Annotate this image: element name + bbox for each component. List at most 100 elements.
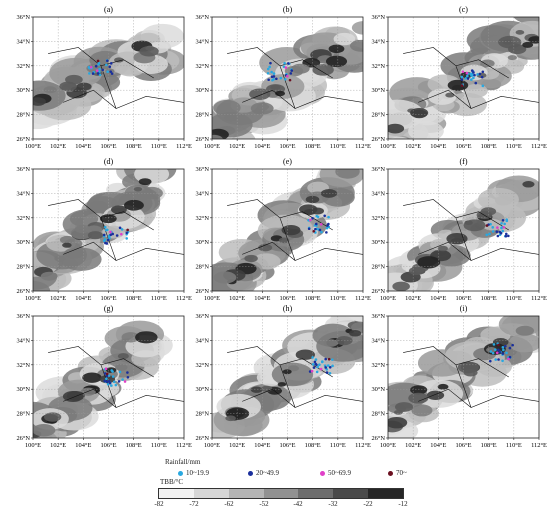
lat-tick-label: 36°N	[371, 166, 385, 173]
lat-tick-label: 26°N	[371, 136, 385, 143]
rainfall-legend-title: Rainfall/mm	[165, 458, 201, 466]
rainfall-class-3: 50~69.9	[320, 469, 351, 477]
lat-tick-label: 32°N	[195, 215, 209, 222]
lon-tick-label: 104°E	[75, 143, 91, 150]
lon-tick-label: 106°E	[455, 295, 471, 302]
lon-tick-label: 110°E	[506, 143, 522, 150]
panel-label: (i)	[460, 304, 468, 313]
map-panel: (c) 100°E 102°E 104°E 106°E 108°E 110°E 112°E 36…	[371, 5, 547, 150]
lat-tick-label: 36°N	[371, 313, 385, 320]
lon-tick-label: 112°E	[531, 143, 547, 150]
tbb-tick: -72	[189, 500, 199, 508]
tbb-tick: -12	[398, 500, 408, 508]
panel-label: (c)	[459, 5, 468, 14]
lat-tick-label: 32°N	[195, 63, 209, 70]
lon-tick-label: 104°E	[430, 442, 446, 449]
lat-tick-label: 26°N	[195, 288, 209, 295]
lon-tick-label: 102°E	[405, 143, 421, 150]
lon-tick-label: 104°E	[254, 143, 270, 150]
lon-tick-label: 106°E	[279, 143, 295, 150]
rainfall-class-3-dot	[320, 470, 325, 476]
lat-tick-label: 30°N	[371, 87, 385, 94]
tbb-legend-title: TBB/°C	[160, 478, 184, 486]
rainfall-class-1-label: 10~19.9	[186, 469, 210, 477]
lat-tick-label: 36°N	[371, 14, 385, 21]
lon-tick-label: 110°E	[151, 143, 167, 150]
lat-tick-label: 34°N	[371, 190, 385, 197]
map-panel-grid: (a) 100°E 102°E 104°E 106°E 108°E 110°E 112°E 36…	[16, 5, 547, 449]
map-panel: (h) 100°E 102°E 104°E 106°E 108°E 110°E 112°E 36…	[195, 304, 371, 449]
lat-tick-label: 34°N	[195, 337, 209, 344]
lon-tick-label: 104°E	[430, 143, 446, 150]
lat-tick-label: 32°N	[371, 215, 385, 222]
panel-label: (d)	[104, 157, 114, 166]
map-panel: (f) 100°E 102°E 104°E 106°E 108°E 110°E 112°E 36…	[371, 157, 547, 302]
lon-tick-label: 100°E	[25, 442, 41, 449]
lon-tick-label: 102°E	[50, 442, 66, 449]
lon-tick-label: 100°E	[204, 295, 220, 302]
lon-tick-label: 108°E	[305, 143, 321, 150]
rainfall-stations	[308, 356, 334, 375]
tbb-colorbar	[158, 488, 404, 499]
lat-tick-label: 34°N	[371, 38, 385, 45]
tbb-colorbar-segment-6	[333, 489, 369, 498]
cloud-tbb-field	[33, 169, 177, 291]
rainfall-class-4-dot	[388, 470, 393, 476]
lon-tick-label: 108°E	[481, 143, 497, 150]
lon-tick-label: 112°E	[176, 143, 192, 150]
lat-tick-label: 32°N	[16, 63, 30, 70]
province-boundary	[403, 346, 540, 408]
map-panel: (a) 100°E 102°E 104°E 106°E 108°E 110°E 112°E 36…	[16, 5, 192, 150]
lat-tick-label: 34°N	[195, 38, 209, 45]
lon-tick-label: 108°E	[126, 295, 142, 302]
tbb-colorbar-segment-3	[228, 489, 264, 498]
lat-tick-label: 32°N	[195, 362, 209, 369]
rainfall-class-1: 10~19.9	[178, 469, 209, 477]
cloud-tbb-field	[33, 320, 173, 438]
lon-tick-label: 100°E	[25, 143, 41, 150]
cloud-tbb-field	[212, 169, 363, 291]
lon-tick-label: 112°E	[531, 442, 547, 449]
lat-tick-label: 28°N	[16, 411, 30, 418]
lon-tick-label: 110°E	[506, 295, 522, 302]
lat-tick-label: 28°N	[195, 112, 209, 119]
lon-tick-label: 112°E	[355, 143, 371, 150]
province-boundary	[403, 199, 540, 261]
lat-tick-label: 30°N	[371, 386, 385, 393]
lon-tick-label: 112°E	[531, 295, 547, 302]
lon-tick-label: 108°E	[305, 295, 321, 302]
lon-tick-label: 106°E	[279, 295, 295, 302]
lon-tick-label: 108°E	[126, 143, 142, 150]
cloud-tbb-field	[388, 17, 539, 139]
tbb-colorbar-segment-1	[159, 489, 194, 498]
rainfall-stations	[485, 218, 510, 238]
lon-tick-label: 100°E	[25, 295, 41, 302]
lat-tick-label: 26°N	[371, 288, 385, 295]
rainfall-class-4: 70~	[388, 469, 407, 477]
lat-tick-label: 32°N	[16, 362, 30, 369]
map-panel: (b) 100°E 102°E 104°E 106°E 108°E 110°E 112°E 36…	[195, 5, 371, 150]
lon-tick-label: 102°E	[50, 143, 66, 150]
cloud-tbb-field	[388, 316, 539, 438]
lon-tick-label: 104°E	[75, 295, 91, 302]
tbb-tick: -52	[259, 500, 269, 508]
lat-tick-label: 30°N	[195, 87, 209, 94]
lon-tick-label: 110°E	[151, 442, 167, 449]
lon-tick-label: 100°E	[380, 143, 396, 150]
lon-tick-label: 102°E	[405, 442, 421, 449]
tbb-colorbar-segment-4	[263, 489, 299, 498]
rainfall-class-1-dot	[178, 470, 183, 476]
panel-label: (b)	[283, 5, 293, 14]
lat-tick-label: 32°N	[371, 63, 385, 70]
rainfall-stations	[102, 225, 130, 245]
lon-tick-label: 108°E	[481, 442, 497, 449]
lat-tick-label: 36°N	[195, 14, 209, 21]
lat-tick-label: 26°N	[371, 435, 385, 442]
lon-tick-label: 104°E	[75, 442, 91, 449]
lon-tick-label: 102°E	[229, 442, 245, 449]
lon-tick-label: 106°E	[455, 143, 471, 150]
lon-tick-label: 110°E	[330, 295, 346, 302]
lat-tick-label: 30°N	[16, 239, 30, 246]
lon-tick-label: 104°E	[430, 295, 446, 302]
lat-tick-label: 36°N	[195, 313, 209, 320]
